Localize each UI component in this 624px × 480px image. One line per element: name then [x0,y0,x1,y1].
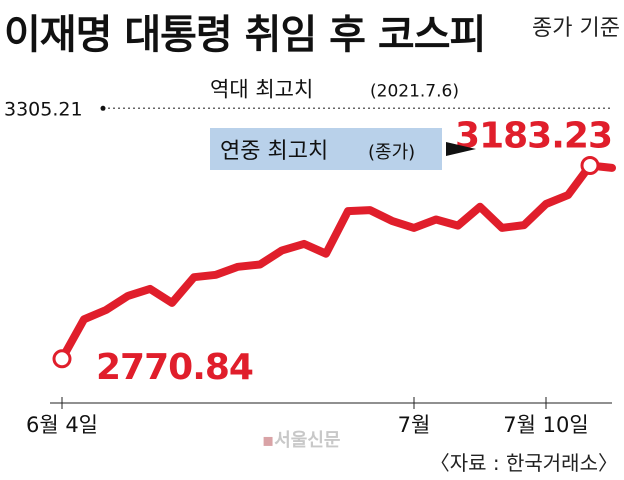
year-high-note: (종가) [368,142,415,163]
peak-value-label: 3183.23 [455,115,612,156]
start-point-marker [52,349,72,369]
year-high-label: 연중 최고치 [220,139,328,164]
watermark: ▪서울신문 [262,430,341,451]
chart-subtitle: 종가 기준 [532,16,620,41]
ref-value-label: 3305.21 [4,98,83,120]
year-high-box [210,128,442,170]
data-source: 〈자료 : 한국거래소〉 [429,451,618,475]
x-tick-label: 7월 10일 [503,413,588,437]
ref-date-label: (2021.7.6) [370,81,459,101]
year-high-pointer [446,142,476,156]
x-tick-label: 7월 [398,413,431,437]
kospi-series-line [58,161,616,363]
start-value-label: 2770.84 [96,347,253,388]
chart-title: 이재명 대통령 취임 후 코스피 [4,12,486,58]
watermark-text: 서울신문 [274,430,341,451]
ref-title-label: 역대 최고치 [210,77,313,101]
peak-point-marker [580,155,600,175]
x-tick-label: 6월 4일 [26,413,98,437]
ref-dot [100,105,106,111]
